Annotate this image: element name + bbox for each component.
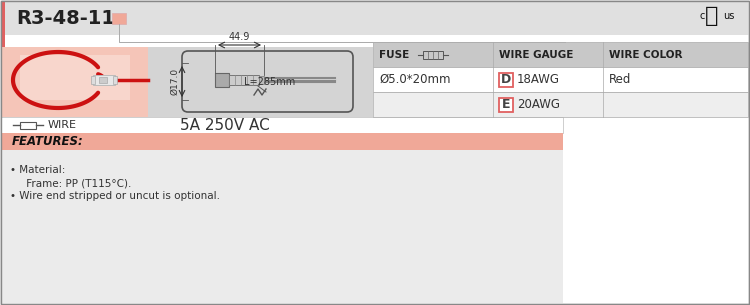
Text: c: c xyxy=(700,11,705,21)
Text: us: us xyxy=(723,11,734,21)
Bar xyxy=(499,73,513,87)
Text: WIRE COLOR: WIRE COLOR xyxy=(609,49,682,59)
FancyBboxPatch shape xyxy=(182,51,353,112)
Text: R3-48-11: R3-48-11 xyxy=(16,9,115,27)
Bar xyxy=(423,51,443,59)
Bar xyxy=(93,75,115,85)
Text: D: D xyxy=(501,73,512,86)
Bar xyxy=(113,76,117,84)
Text: Red: Red xyxy=(609,73,631,86)
Bar xyxy=(1,1,749,35)
Text: 5A 250V AC: 5A 250V AC xyxy=(180,117,270,132)
Bar xyxy=(229,74,259,84)
Bar xyxy=(20,55,130,100)
Text: FUSE: FUSE xyxy=(379,49,410,59)
Bar xyxy=(20,121,36,128)
Bar xyxy=(499,98,513,112)
Text: 18AWG: 18AWG xyxy=(517,73,560,86)
Text: WIRE GAUGE: WIRE GAUGE xyxy=(499,49,573,59)
Bar xyxy=(148,47,373,117)
Text: • Wire end stripped or uncut is optional.: • Wire end stripped or uncut is optional… xyxy=(10,191,220,201)
Text: Frame: PP (T115°C).: Frame: PP (T115°C). xyxy=(10,178,131,188)
Bar xyxy=(373,42,748,67)
Text: Ø5.0*20mm: Ø5.0*20mm xyxy=(379,73,451,86)
Text: L=285mm: L=285mm xyxy=(244,77,296,87)
Bar xyxy=(259,76,264,84)
Bar xyxy=(112,13,126,24)
Bar xyxy=(99,77,107,83)
Bar xyxy=(1,47,148,117)
Bar xyxy=(215,73,229,87)
Bar xyxy=(1,117,563,133)
Text: 44.9: 44.9 xyxy=(229,32,251,42)
Text: Ⓡ: Ⓡ xyxy=(705,6,718,26)
Bar xyxy=(91,76,95,84)
Bar xyxy=(373,67,748,92)
Bar xyxy=(1,1,5,47)
Text: FEATURES:: FEATURES: xyxy=(12,135,84,148)
Text: E: E xyxy=(502,98,510,111)
Text: 20AWG: 20AWG xyxy=(517,98,560,111)
Text: WIRE: WIRE xyxy=(48,120,77,130)
Text: • Material:: • Material: xyxy=(10,165,65,175)
Bar xyxy=(1,133,563,150)
Bar xyxy=(373,92,748,117)
Bar xyxy=(1,150,563,304)
Text: Ø17.0: Ø17.0 xyxy=(170,68,179,95)
